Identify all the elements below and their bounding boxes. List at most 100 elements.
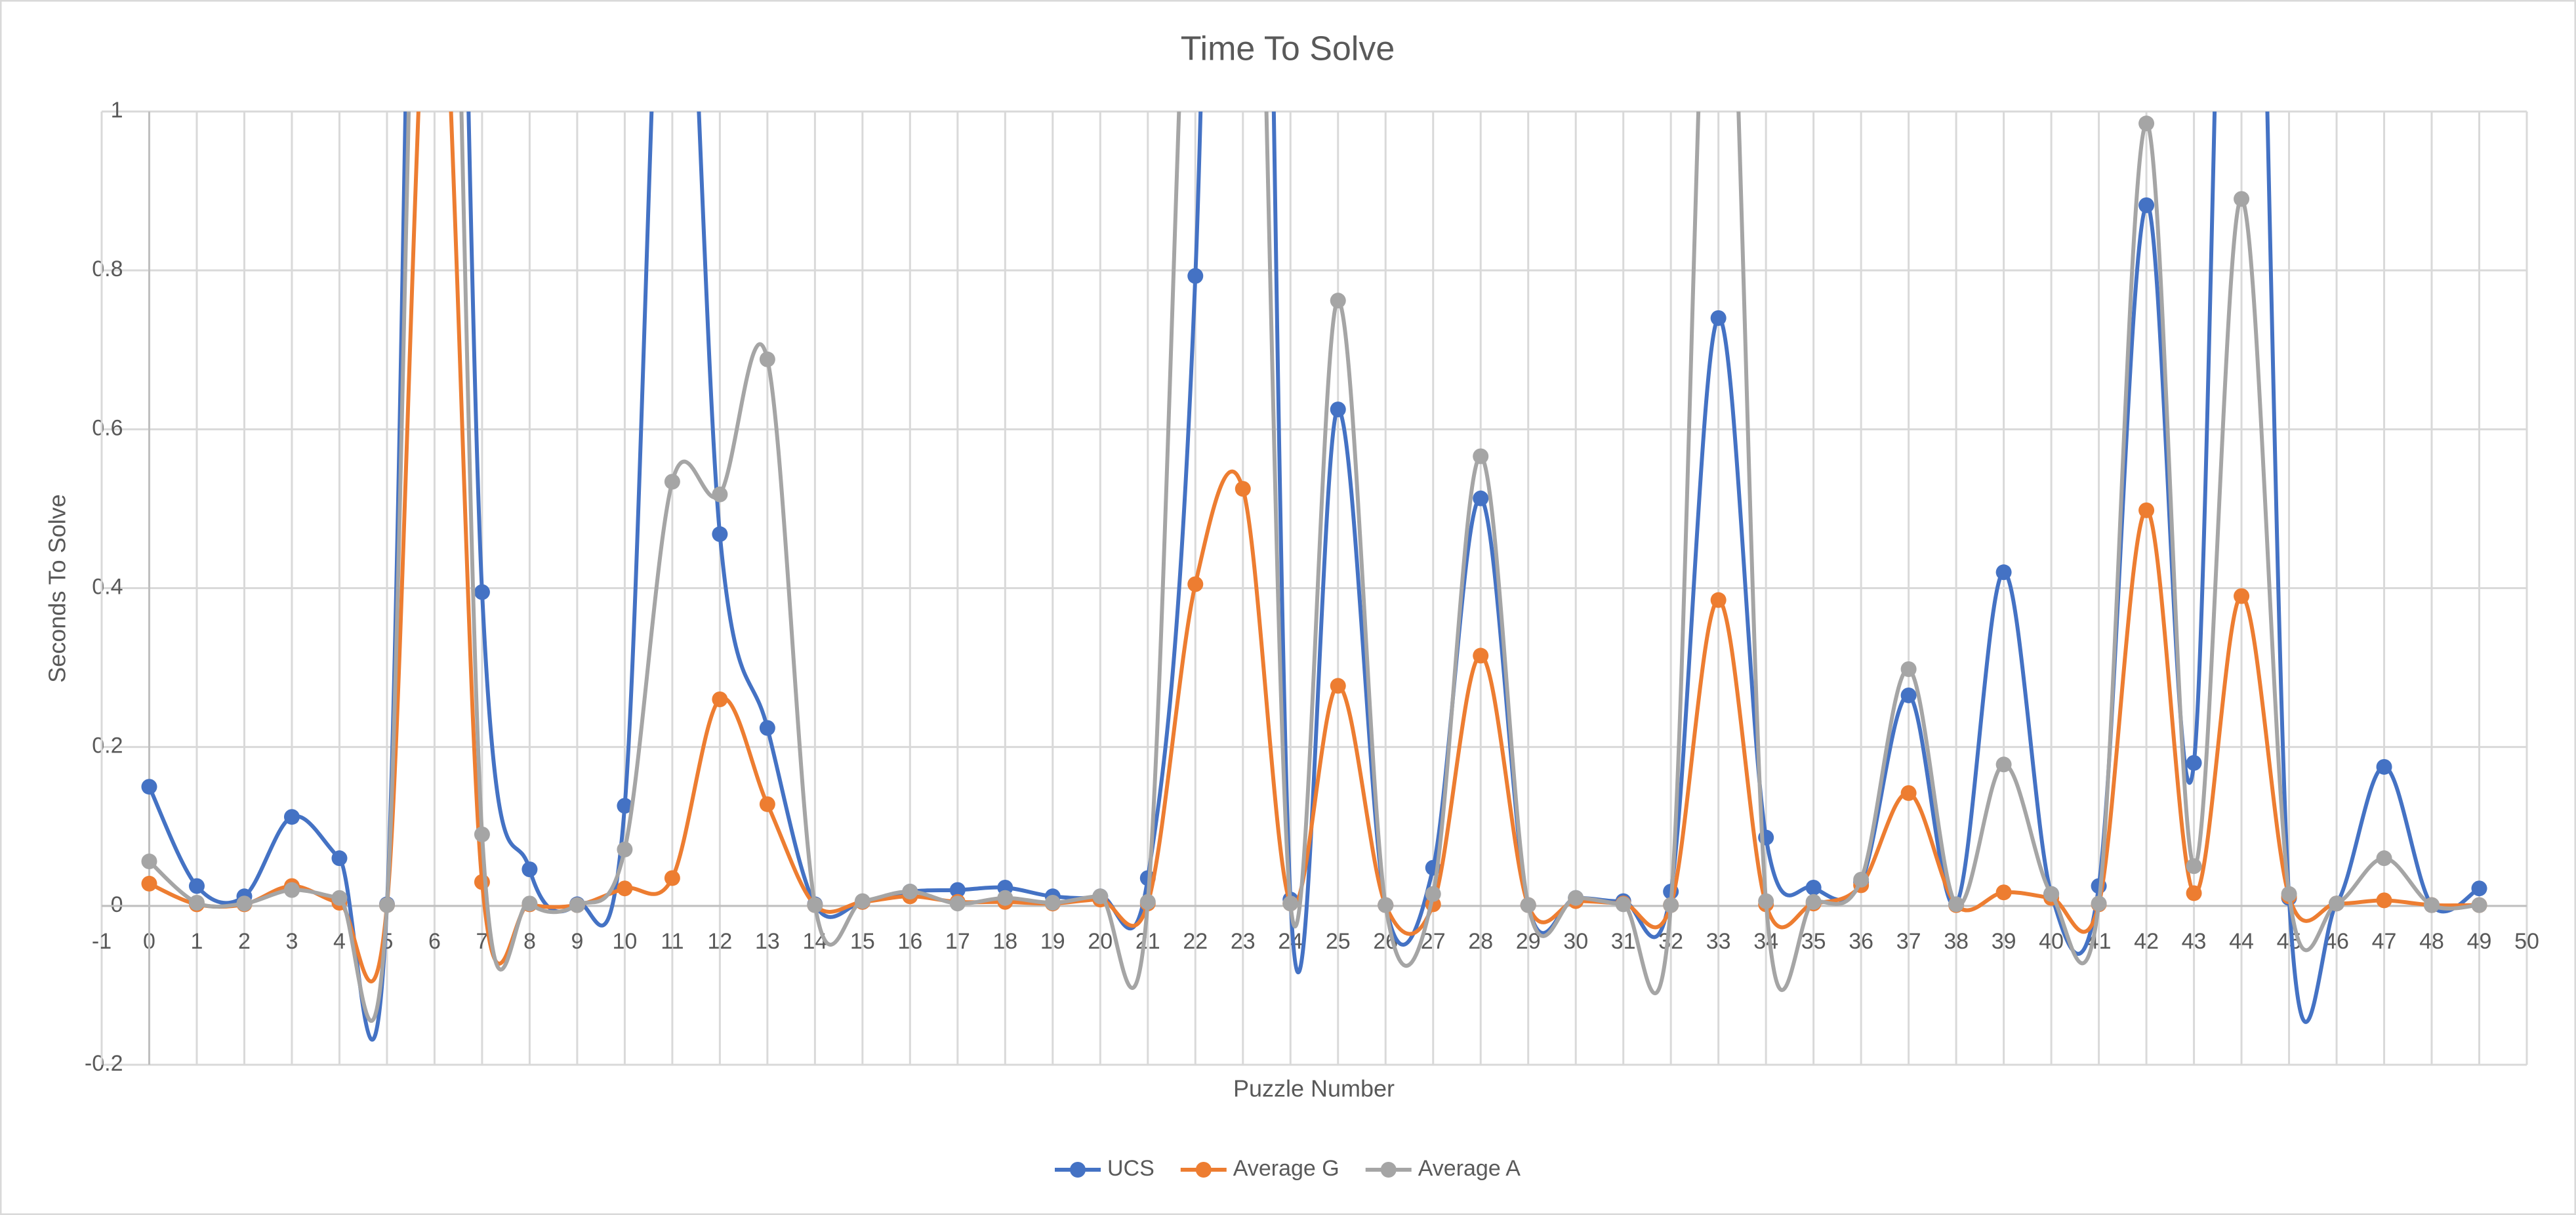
data-point (188, 878, 205, 894)
data-point (2424, 897, 2440, 913)
data-point (2138, 502, 2155, 518)
x-tick-label: 25 (1326, 929, 1351, 954)
data-point (474, 826, 490, 842)
data-point (2329, 896, 2345, 912)
data-point (712, 526, 728, 543)
data-point (1710, 592, 1727, 608)
data-point (2471, 897, 2487, 913)
data-point (617, 880, 633, 897)
data-point (1187, 576, 1204, 592)
data-point (2186, 754, 2202, 771)
x-tick-label: 22 (1183, 929, 1208, 954)
data-point (331, 890, 348, 906)
data-point (521, 861, 538, 878)
data-point (1995, 564, 2012, 581)
data-point (1758, 893, 1774, 909)
x-tick-label: 20 (1088, 929, 1113, 954)
data-point (1615, 896, 1631, 913)
series-line (148, 112, 2480, 983)
data-point (807, 897, 823, 913)
data-point (1473, 648, 1489, 664)
data-point (1900, 687, 1917, 703)
data-point (617, 841, 633, 857)
data-point (712, 486, 728, 503)
y-axis-title: Seconds To Solve (44, 494, 71, 683)
legend-marker (1070, 1162, 1086, 1178)
x-tick-label: 50 (2514, 929, 2539, 954)
data-point (759, 796, 775, 812)
x-tick-label: 2 (238, 929, 251, 954)
y-tick-label: 0.2 (92, 733, 123, 758)
data-point (2281, 886, 2297, 902)
data-point (1805, 894, 1822, 910)
x-tick-label: 47 (2372, 929, 2397, 954)
data-point (1710, 310, 1727, 326)
x-tick-label: 8 (523, 929, 536, 954)
data-point (1900, 661, 1917, 678)
data-point (1378, 897, 1394, 913)
x-tick-label: 23 (1231, 929, 1256, 954)
data-point (378, 897, 395, 913)
x-tick-label: -1 (92, 929, 112, 954)
data-point (2186, 858, 2202, 875)
data-point (617, 798, 633, 814)
data-point (1235, 481, 1251, 497)
x-tick-label: 37 (1896, 929, 1921, 954)
data-point (997, 890, 1013, 906)
data-point (1568, 890, 1584, 906)
data-point (854, 893, 870, 909)
data-point (1187, 268, 1204, 284)
x-tick-label: 43 (2182, 929, 2207, 954)
data-point (1330, 402, 1346, 418)
data-point (1330, 293, 1346, 309)
data-point (141, 854, 157, 870)
x-tick-label: 16 (897, 929, 922, 954)
data-point (521, 896, 538, 912)
data-point (283, 809, 300, 825)
x-axis-title: Puzzle Number (1233, 1075, 1395, 1102)
data-point (1330, 678, 1346, 694)
legend-marker (1380, 1162, 1397, 1178)
data-point (712, 691, 728, 708)
x-tick-label: 17 (945, 929, 970, 954)
y-tick-label: 0.6 (92, 415, 123, 440)
x-tick-label: 39 (1992, 929, 2016, 954)
x-tick-label: 44 (2229, 929, 2254, 954)
data-point (2138, 115, 2155, 132)
data-point (759, 720, 775, 736)
data-point (2376, 850, 2392, 867)
data-point (1473, 448, 1489, 464)
legend-marker (1195, 1162, 1212, 1178)
data-point (569, 897, 585, 913)
x-tick-label: 35 (1801, 929, 1826, 954)
x-tick-label: 32 (1658, 929, 1683, 954)
x-tick-label: 28 (1468, 929, 1493, 954)
data-point (331, 850, 348, 867)
data-point (2471, 880, 2487, 897)
legend-item: UCS (1055, 1156, 1155, 1181)
legend-item: Average A (1365, 1156, 1521, 1181)
legend-label: UCS (1107, 1156, 1155, 1181)
x-tick-label: 4 (333, 929, 346, 954)
data-point (1948, 896, 1965, 913)
x-tick-label: 49 (2467, 929, 2492, 954)
x-tick-label: 7 (476, 929, 488, 954)
data-point (759, 351, 775, 367)
y-tick-label: 1 (111, 98, 123, 123)
data-point (1853, 871, 1870, 888)
data-point (664, 474, 680, 490)
data-point (1473, 490, 1489, 506)
x-tick-label: 30 (1563, 929, 1588, 954)
data-point (2234, 191, 2250, 207)
data-point (1282, 896, 1299, 912)
x-tick-label: 33 (1706, 929, 1731, 954)
data-point (1092, 888, 1109, 905)
x-tick-label: 31 (1611, 929, 1636, 954)
data-point (1900, 785, 1917, 801)
y-tick-label: -0.2 (85, 1051, 123, 1076)
x-tick-label: 6 (428, 929, 441, 954)
x-tick-label: 19 (1040, 929, 1065, 954)
x-tick-label: 12 (707, 929, 732, 954)
data-point (1663, 897, 1679, 913)
